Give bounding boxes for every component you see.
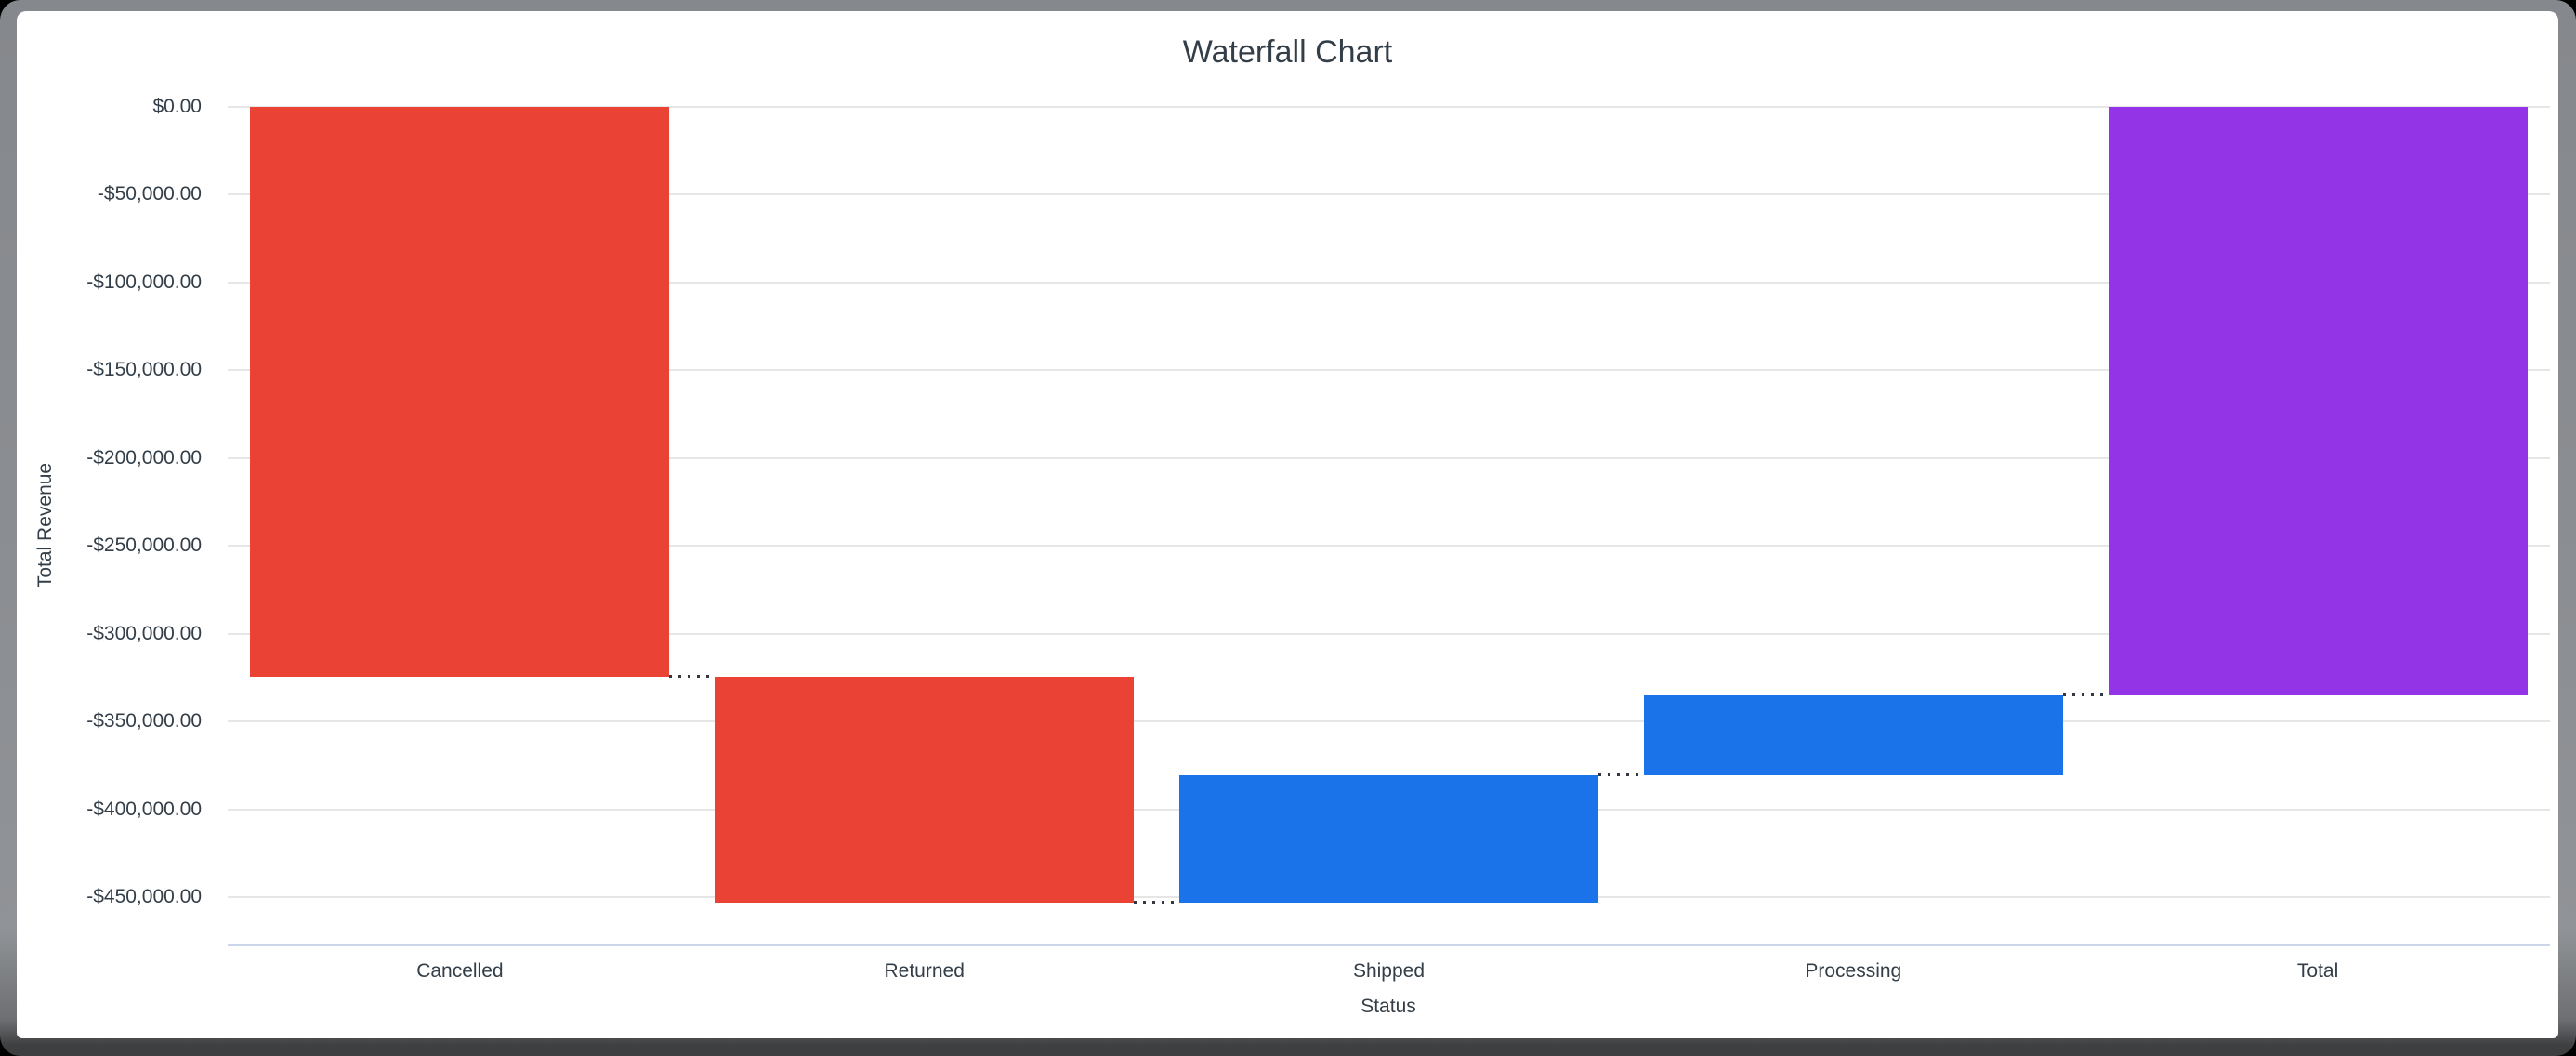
waterfall-connector: [669, 675, 716, 679]
x-category-label: Processing: [1805, 960, 1902, 982]
grid-line: [228, 456, 2550, 459]
grid-line: [228, 632, 2550, 635]
waterfall-connector: [2062, 693, 2109, 697]
grid-line: [228, 369, 2550, 372]
y-tick-label: -$100,000.00: [86, 271, 202, 293]
x-axis-line: [228, 944, 2550, 946]
y-tick-label: -$200,000.00: [86, 446, 202, 469]
waterfall-connector: [1134, 901, 1179, 904]
y-tick-label: -$450,000.00: [86, 886, 202, 907]
grid-line: [228, 545, 2550, 548]
y-tick-label: -$350,000.00: [86, 710, 202, 733]
bar-returned[interactable]: [715, 676, 1135, 903]
waterfall-connector: [1598, 773, 1644, 777]
x-axis-title: Status: [1360, 996, 1416, 1017]
grid-line: [228, 720, 2550, 723]
y-tick-label: -$150,000.00: [86, 359, 202, 381]
grid-line: [228, 106, 2550, 108]
grid-line: [228, 193, 2550, 196]
grid-line: [228, 281, 2550, 284]
chart-title: Waterfall Chart: [1182, 34, 1393, 70]
bar-shipped[interactable]: [1179, 774, 1598, 903]
x-category-label: Shipped: [1352, 960, 1426, 982]
bar-cancelled[interactable]: [250, 107, 670, 677]
bar-total[interactable]: [2108, 107, 2528, 695]
x-category-label: Returned: [884, 960, 965, 982]
x-category-label: Cancelled: [416, 960, 504, 982]
y-tick-label: -$50,000.00: [97, 183, 202, 205]
y-tick-label: -$300,000.00: [86, 622, 202, 644]
y-tick-label: -$250,000.00: [86, 535, 202, 557]
y-tick-label: $0.00: [152, 96, 202, 117]
y-tick-label: -$400,000.00: [86, 798, 202, 820]
x-category-label: Total: [2296, 960, 2339, 982]
bar-processing[interactable]: [1643, 694, 2063, 775]
